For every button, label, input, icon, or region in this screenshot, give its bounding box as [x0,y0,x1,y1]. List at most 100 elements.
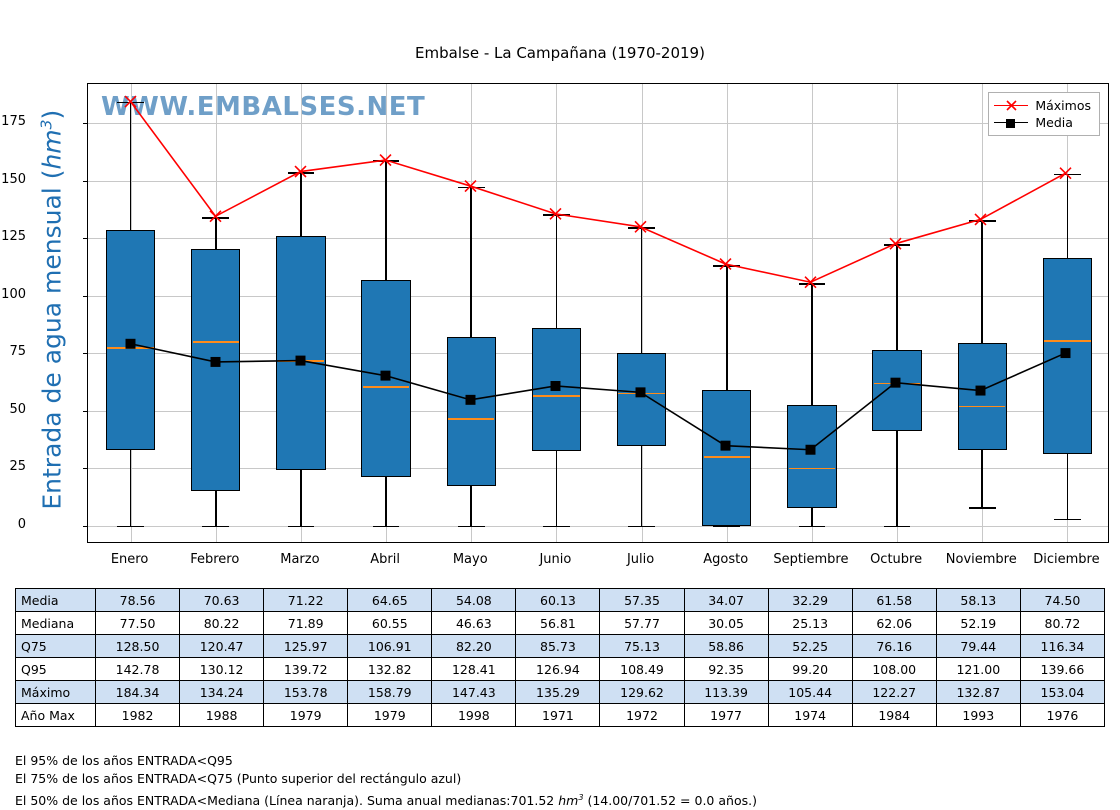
x-marker-icon [1006,99,1017,111]
y-tick-mark [83,295,88,297]
x-marker-icon [209,210,222,223]
whisker-cap-lower [628,525,655,528]
footnote-q95: El 95% de los años ENTRADA<Q95 [15,753,233,768]
table-row: Media 78.56 70.63 71.22 64.65 54.08 60.13 57.35… [15,588,1106,612]
table-row-label: Q95 [15,657,96,681]
median-line-noviembre [959,405,1006,408]
table-cell: 61.58 [851,588,937,612]
y-tick-mark [83,353,88,355]
whisker-cap-lower [713,525,741,528]
table-cell: 52.25 [767,634,853,658]
y-tick-mark [83,410,88,412]
whisker-cap-lower [968,507,996,509]
x-marker-icon [1059,167,1072,180]
legend-label-media: Media [1035,115,1073,130]
table-cell: 153.78 [263,680,349,704]
table-cell: 99.20 [767,657,853,681]
table-cell: 74.50 [1019,588,1106,612]
table-cell: 54.08 [431,588,517,612]
gridline-y [88,525,1108,527]
table-cell: 113.39 [683,680,769,704]
table-cell: 71.22 [263,588,349,612]
statistics-table: Media 78.56 70.63 71.22 64.65 54.08 60.13 57.35… [15,588,1106,727]
table-cell: 116.34 [1019,634,1106,658]
y-tick-mark [83,525,88,527]
table-cell: 60.13 [515,588,601,612]
x-marker-icon [634,220,647,233]
x-tick-label-abril: Abril [370,552,400,567]
legend: Máximos Media [988,92,1100,136]
table-cell: 132.87 [935,680,1021,704]
box-febrero [191,248,241,492]
footnote-mediana-a: El 50% de los años ENTRADA<Mediana (Líne… [15,793,559,809]
whisker-cap-upper [202,216,230,219]
gridline-y [88,238,1108,240]
table-cell: 1979 [263,703,349,727]
table-cell: 57.35 [599,588,685,612]
whisker-cap-lower [202,525,230,528]
square-marker-icon [465,394,476,405]
table-cell: 64.65 [347,588,433,612]
x-tick-label-mayo: Mayo [452,552,488,567]
x-tick-label-septiembre: Septiembre [773,552,849,567]
table-cell: 1977 [683,703,769,727]
square-marker-icon [635,387,646,398]
gridline-y [88,468,1108,470]
median-line-septiembre [788,467,835,470]
table-cell: 76.16 [851,634,937,658]
table-cell: 92.35 [683,657,769,681]
footnote-mediana-unit: hm [558,793,579,809]
table-cell: 1972 [599,703,685,727]
box-abril [361,279,411,478]
x-marker-icon [549,207,562,220]
table-cell: 1974 [767,703,853,727]
footnote-mediana-b: (14.00/701.52 = 0.0 años.) [583,793,757,809]
x-tick-label-enero: Enero [110,552,149,567]
y-axis-label-exponent: 3 [37,119,56,130]
box-noviembre [957,342,1007,450]
table-cell: 58.13 [935,588,1021,612]
footnote-mediana: El 50% de los años ENTRADA<Mediana (Líne… [15,788,757,810]
table-cell: 25.13 [767,611,853,635]
whisker-cap-lower [543,525,570,528]
table-cell: 158.79 [347,680,433,704]
table-cell: 153.04 [1019,680,1106,704]
table-cell: 60.55 [347,611,433,635]
x-tick-label-octubre: Octubre [870,552,923,567]
series-line-máximos [129,101,1066,284]
table-cell: 128.50 [94,634,181,658]
table-cell: 121.00 [935,657,1021,681]
gridline-y [88,353,1108,355]
median-line-agosto [703,456,750,459]
table-cell: 1971 [515,703,601,727]
table-cell: 85.73 [515,634,601,658]
box-septiembre [787,405,837,509]
square-marker-icon [550,381,561,391]
legend-item-maximos[interactable]: Máximos [994,97,1091,114]
table-cell: 108.00 [851,657,937,681]
x-marker-icon [804,276,817,289]
table-cell: 70.63 [179,588,265,612]
table-cell: 77.50 [94,611,181,635]
gridline-y [88,410,1108,412]
table-row: Q95 142.78 130.12 139.72 132.82 128.41 126.94 1… [15,657,1106,681]
table-cell: 75.13 [599,634,685,658]
table-cell: 71.89 [263,611,349,635]
square-marker-icon [975,385,986,396]
y-tick-mark [83,238,88,240]
table-cell: 1988 [179,703,265,727]
whisker-cap-lower [287,525,315,528]
table-cell: 46.63 [431,611,517,635]
box-mayo [446,336,496,487]
footnotes: El 95% de los años ENTRADA<Q95 El 75% de… [15,752,757,810]
whisker-cap-lower [1054,518,1081,521]
y-tick-label-50: 50 [9,401,26,417]
square-marker-icon [210,356,221,367]
table-cell: 134.24 [179,680,265,704]
legend-item-media[interactable]: Media [994,114,1091,131]
square-marker-icon [1060,348,1071,359]
x-marker-icon [294,165,307,178]
table-cell: 122.27 [851,680,937,704]
table-cell: 128.41 [431,657,517,681]
y-tick-label-25: 25 [9,459,26,475]
